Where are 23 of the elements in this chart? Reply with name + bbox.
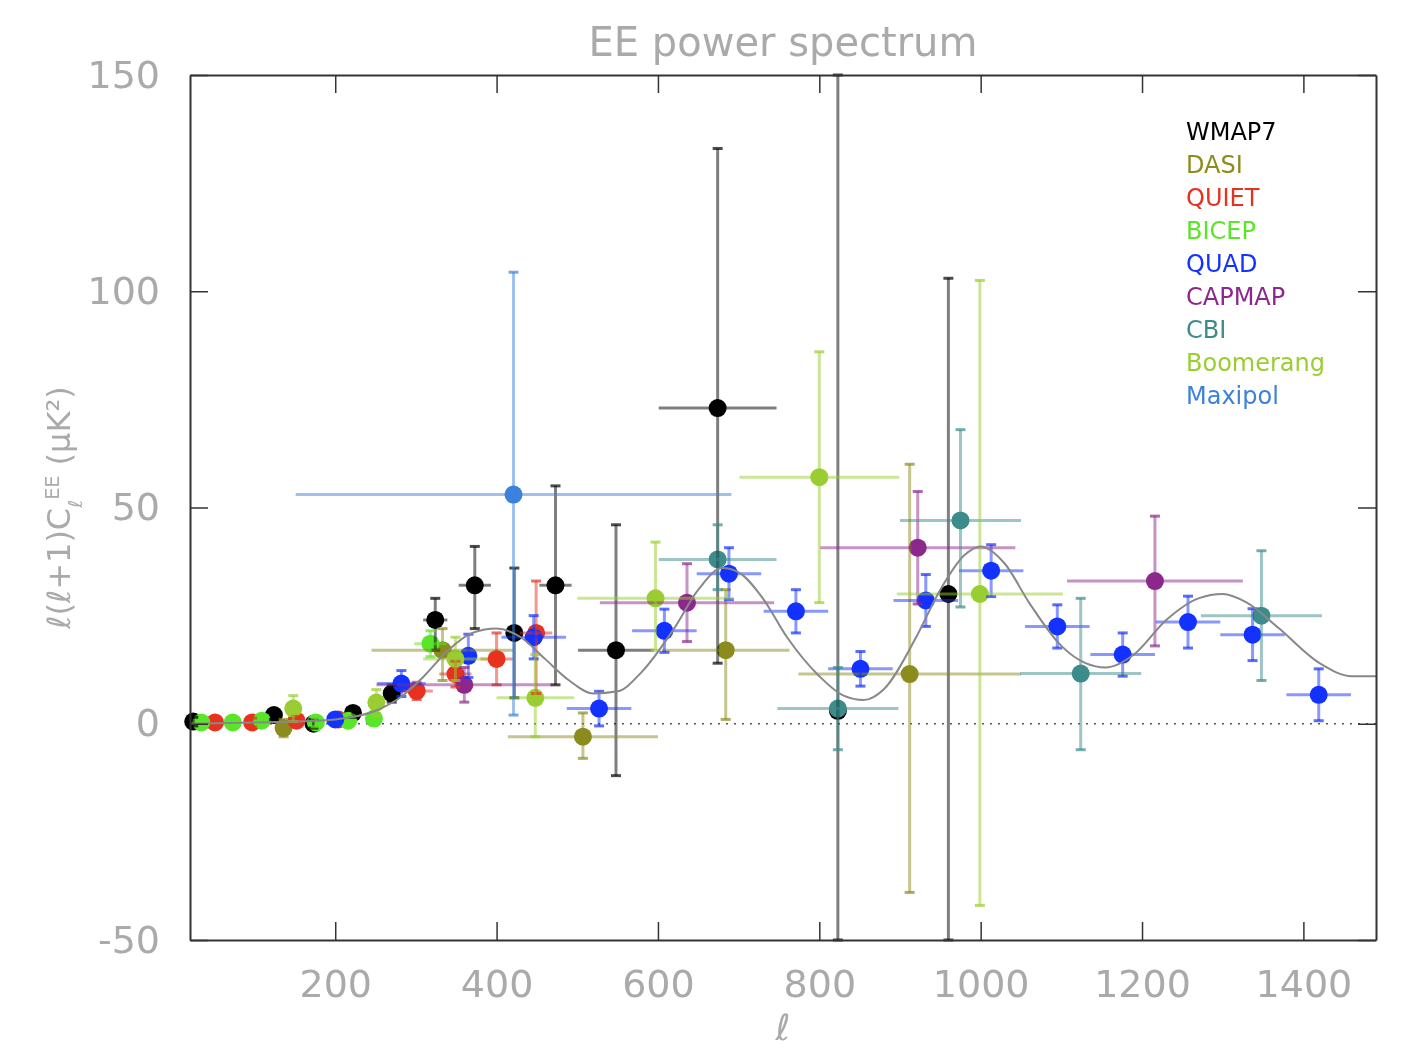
text: Boomerang <box>1186 349 1325 377</box>
x-axis-title: ℓ <box>774 1007 791 1048</box>
x-tick-label: 1200 <box>1094 961 1191 1006</box>
x-tick-label: 400 <box>460 961 534 1006</box>
y-tick-label: 100 <box>87 268 160 313</box>
text: Maxipol <box>1186 382 1279 410</box>
x-tick-label: 800 <box>783 961 857 1006</box>
x-tick-label: 1000 <box>932 961 1030 1006</box>
y-tick-label: 50 <box>111 485 160 530</box>
y-tick-label: 0 <box>135 701 160 746</box>
x-tick-label: 1400 <box>1255 961 1353 1006</box>
chart-title: EE power spectrum <box>588 19 978 65</box>
x-tick-label: 600 <box>622 961 695 1006</box>
text: DASI <box>1186 151 1243 179</box>
text: QUAD <box>1186 250 1258 278</box>
y-tick-label: 150 <box>87 52 160 97</box>
text: CBI <box>1186 316 1227 344</box>
y-tick-label: -50 <box>97 917 160 962</box>
text: WMAP7 <box>1186 118 1277 146</box>
x-tick-label: 200 <box>299 961 372 1006</box>
text: QUIET <box>1186 184 1260 212</box>
text: BICEP <box>1186 217 1256 245</box>
text: CAPMAP <box>1186 283 1286 311</box>
